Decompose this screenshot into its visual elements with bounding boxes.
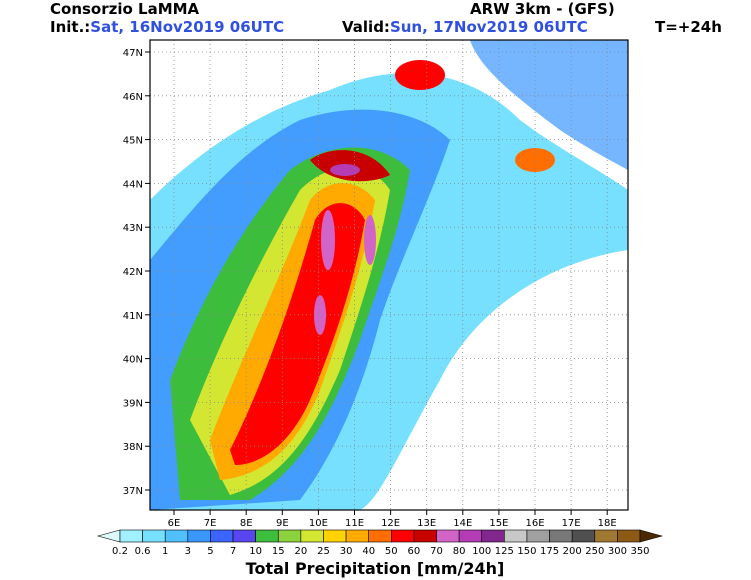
colorbar-label: 175 — [540, 546, 559, 557]
colorbar-label: 70 — [430, 546, 443, 557]
colorbar-label: 80 — [453, 546, 466, 557]
colorbar-label: 125 — [495, 546, 514, 557]
colorbar-cell — [142, 529, 166, 543]
colorbar-label: 1 — [162, 546, 168, 557]
lat-label: 40N — [123, 355, 143, 366]
colorbar-label: 10 — [249, 546, 262, 557]
colorbar-cell — [323, 529, 347, 543]
colorbar-cell — [368, 529, 392, 543]
lat-label: 44N — [123, 179, 143, 190]
lat-label: 37N — [123, 486, 143, 497]
graticule: 47N 46N 45N 44N 43N 42N 41N 40N 39N 38N 37N 6E 7E 8E 9… — [123, 40, 628, 529]
lon-label: 14E — [453, 518, 472, 529]
map-frame — [149, 39, 629, 511]
lon-label: 12E — [381, 518, 400, 529]
colorbar-cell — [255, 529, 279, 543]
colorbar-cell — [391, 529, 415, 543]
lat-label: 47N — [123, 48, 143, 59]
map-field — [150, 40, 628, 510]
colorbar-label: 150 — [517, 546, 536, 557]
colorbar-title: Total Precipitation [mm/24h] — [246, 559, 505, 578]
colorbar-cell — [617, 529, 641, 543]
colorbar-cell — [526, 529, 550, 543]
colorbar-cell — [232, 529, 256, 543]
colorbar-label: 5 — [207, 546, 213, 557]
lat-label: 42N — [123, 267, 143, 278]
colorbar-label: 40 — [362, 546, 375, 557]
colorbar-end — [96, 529, 121, 543]
lon-label: 6E — [168, 518, 181, 529]
valid-label: Valid: — [342, 18, 390, 36]
colorbar-label: 0.6 — [135, 546, 151, 557]
colorbar-label: 250 — [585, 546, 604, 557]
lon-label: 8E — [240, 518, 253, 529]
colorbar-cell — [300, 529, 324, 543]
colorbar-label: 0.2 — [112, 546, 128, 557]
init-time: Sat, 16Nov2019 06UTC — [90, 18, 284, 36]
colorbar-label: 200 — [563, 546, 582, 557]
colorbar-label: 25 — [317, 546, 330, 557]
lat-label: 39N — [123, 398, 143, 409]
colorbar-cell — [481, 529, 505, 543]
lon-label: 17E — [562, 518, 581, 529]
lat-label: 45N — [123, 136, 143, 147]
colorbar-label: 20 — [295, 546, 308, 557]
colorbar-label: 300 — [608, 546, 627, 557]
valid-time: Sun, 17Nov2019 06UTC — [390, 18, 588, 36]
init-label: Init.: — [50, 18, 90, 36]
colorbar-cell — [164, 529, 189, 543]
colorbar-cell — [571, 529, 596, 543]
model: ARW 3km - (GFS) — [470, 0, 615, 18]
colorbar-label: 3 — [185, 546, 191, 557]
lon-label: 16E — [525, 518, 544, 529]
colorbar-cell — [436, 529, 460, 543]
lon-label: 10E — [309, 518, 328, 529]
lon-label: 11E — [345, 518, 364, 529]
colorbar-cell — [458, 529, 483, 543]
colorbar-label: 15 — [272, 546, 285, 557]
lon-label: 13E — [417, 518, 436, 529]
lat-label: 43N — [123, 223, 143, 234]
colorbar-label: 60 — [408, 546, 421, 557]
colorbar-label: 350 — [630, 546, 649, 557]
colorbar-cell — [413, 529, 437, 543]
lon-label: 18E — [598, 518, 617, 529]
colorbar-label: 100 — [472, 546, 491, 557]
colorbar: 0.2 0.6 1 3 5 7 10 15 20 25 30 40 50 60 70 80 100 125 150 1… — [96, 529, 664, 557]
colorbar-cell — [549, 529, 573, 543]
lead-time: T=+24h — [655, 18, 722, 36]
colorbar-end — [639, 529, 664, 543]
valid: Valid:Sun, 17Nov2019 06UTC — [342, 18, 588, 36]
lat-label: 46N — [123, 92, 143, 103]
colorbar-cell — [504, 529, 528, 543]
lon-label: 7E — [204, 518, 217, 529]
colorbar-label: 50 — [385, 546, 398, 557]
colorbar-label: 30 — [340, 546, 353, 557]
lat-label: 41N — [123, 311, 143, 322]
colorbar-cell — [119, 529, 143, 543]
colorbar-cell — [345, 529, 369, 543]
lat-label: 38N — [123, 442, 143, 453]
colorbar-cell — [187, 529, 211, 543]
title: Consorzio LaMMA — [50, 0, 200, 18]
lon-label: 9E — [276, 518, 289, 529]
colorbar-cell — [210, 529, 234, 543]
colorbar-label: 7 — [230, 546, 236, 557]
colorbar-cell — [594, 529, 618, 543]
init: Init.:Sat, 16Nov2019 06UTC — [50, 18, 284, 36]
colorbar-cell — [277, 529, 302, 543]
lon-label: 15E — [489, 518, 508, 529]
